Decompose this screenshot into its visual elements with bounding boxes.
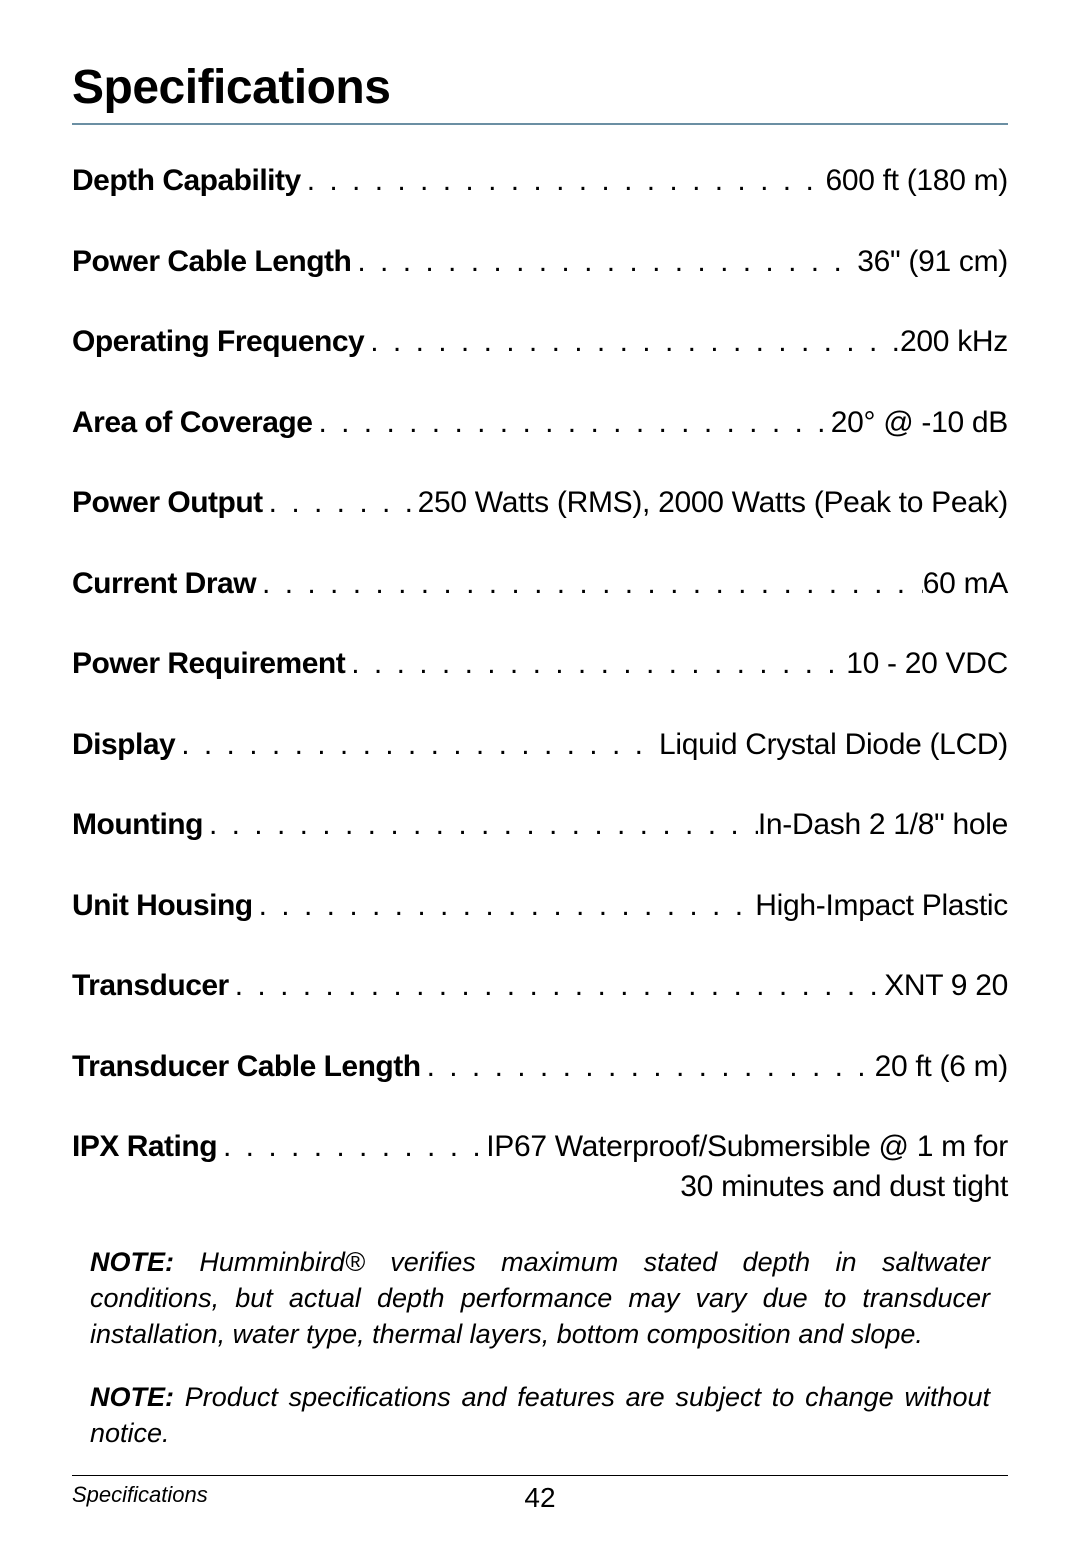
- footer-page-number: 42: [524, 1482, 555, 1514]
- notes-section: NOTE: Humminbird® verifies maximum state…: [72, 1244, 1008, 1452]
- spec-value: 600 ft (180 m): [825, 161, 1008, 202]
- spec-row: Transducer Cable Length 20 ft (6 m): [72, 1047, 1008, 1088]
- spec-value: IP67 Waterproof/Submersible @ 1 m for: [486, 1127, 1008, 1168]
- page-title: Specifications: [72, 60, 1008, 125]
- note-label: NOTE:: [90, 1382, 174, 1412]
- note-text: Product specifications and features are …: [90, 1382, 990, 1448]
- spec-value: 20° @ -10 dB: [831, 403, 1008, 444]
- dot-leader: [351, 242, 857, 283]
- spec-value: High-Impact Plastic: [755, 886, 1008, 927]
- page-footer: Specifications 42: [72, 1475, 1008, 1508]
- dot-leader: [203, 805, 758, 846]
- dot-leader: [217, 1127, 486, 1168]
- spec-label: Operating Frequency: [72, 322, 364, 363]
- dot-leader: [229, 966, 884, 1007]
- dot-leader: [421, 1047, 875, 1088]
- spec-row: Operating Frequency 200 kHz: [72, 322, 1008, 363]
- dot-leader: [263, 483, 418, 524]
- spec-label: Area of Coverage: [72, 403, 312, 444]
- spec-value: XNT 9 20: [884, 966, 1008, 1007]
- spec-value: 250 Watts (RMS), 2000 Watts (Peak to Pea…: [418, 483, 1008, 524]
- note: NOTE: Humminbird® verifies maximum state…: [90, 1244, 990, 1353]
- spec-label: IPX Rating: [72, 1127, 217, 1168]
- spec-value: 20 ft (6 m): [875, 1047, 1008, 1088]
- spec-row: Mounting In-Dash 2 1/8" hole: [72, 805, 1008, 846]
- spec-value: Liquid Crystal Diode (LCD): [659, 725, 1008, 766]
- spec-row: IPX Rating IP67 Waterproof/Submersible @ …: [72, 1127, 1008, 1168]
- spec-row: Display Liquid Crystal Diode (LCD): [72, 725, 1008, 766]
- spec-row: Power Requirement 10 - 20 VDC: [72, 644, 1008, 685]
- dot-leader: [364, 322, 900, 363]
- spec-row: Power Cable Length 36" (91 cm): [72, 242, 1008, 283]
- footer-section-name: Specifications: [72, 1482, 208, 1508]
- dot-leader: [175, 725, 659, 766]
- spec-row: Transducer XNT 9 20: [72, 966, 1008, 1007]
- spec-label: Power Cable Length: [72, 242, 351, 283]
- spec-label: Depth Capability: [72, 161, 301, 202]
- spec-label: Unit Housing: [72, 886, 253, 927]
- spec-value: 60 mA: [923, 564, 1008, 605]
- dot-leader: [256, 564, 923, 605]
- dot-leader: [312, 403, 830, 444]
- note-text: Humminbird® verifies maximum stated dept…: [90, 1247, 990, 1350]
- spec-list: Depth Capability 600 ft (180 m) Power Cabl…: [72, 161, 1008, 1204]
- dot-leader: [345, 644, 846, 685]
- spec-row: Unit Housing High-Impact Plastic: [72, 886, 1008, 927]
- spec-value: 200 kHz: [900, 322, 1008, 363]
- spec-row: Depth Capability 600 ft (180 m): [72, 161, 1008, 202]
- spec-label: Transducer Cable Length: [72, 1047, 421, 1088]
- spec-value: 36" (91 cm): [857, 242, 1008, 283]
- dot-leader: [301, 161, 826, 202]
- spec-value: 10 - 20 VDC: [846, 644, 1008, 685]
- spec-label: Power Output: [72, 483, 263, 524]
- spec-row: Current Draw 60 mA: [72, 564, 1008, 605]
- note: NOTE: Product specifications and feature…: [90, 1379, 990, 1452]
- spec-value: In-Dash 2 1/8" hole: [758, 805, 1008, 846]
- spec-label: Current Draw: [72, 564, 256, 605]
- spec-row: Power Output 250 Watts (RMS), 2000 Watts …: [72, 483, 1008, 524]
- spec-label: Power Requirement: [72, 644, 345, 685]
- note-label: NOTE:: [90, 1247, 174, 1277]
- dot-leader: [253, 886, 756, 927]
- spec-value-line2: 30 minutes and dust tight: [72, 1170, 1008, 1204]
- spec-label: Display: [72, 725, 175, 766]
- spec-row: Area of Coverage 20° @ -10 dB: [72, 403, 1008, 444]
- spec-label: Mounting: [72, 805, 203, 846]
- spec-label: Transducer: [72, 966, 229, 1007]
